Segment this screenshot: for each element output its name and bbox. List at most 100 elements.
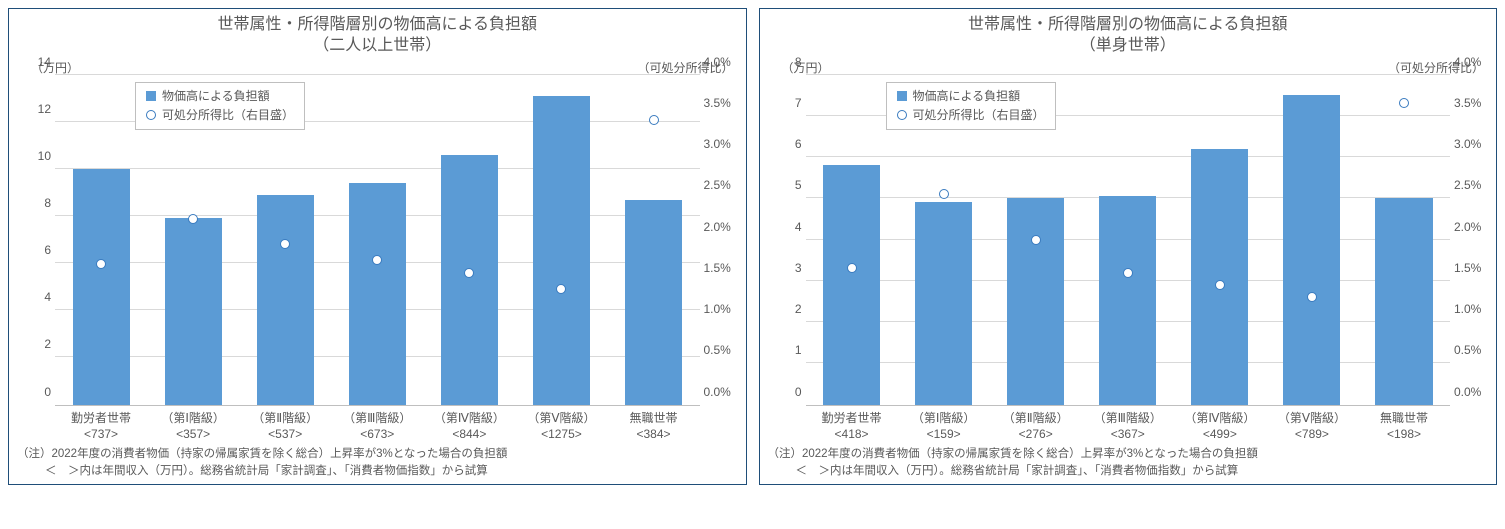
x-axis-right: 勤労者世帯<418>（第Ⅰ階級）<159>（第Ⅱ階級）<276>（第Ⅲ階級）<3… — [806, 406, 1451, 442]
y-tick-label: 3 — [795, 261, 802, 275]
bar-slot — [515, 76, 607, 405]
category-sublabel: <789> — [1266, 426, 1358, 442]
category-label: （第Ⅴ階級） — [527, 411, 595, 425]
x-tick-label: （第Ⅴ階級）<1275> — [515, 406, 607, 442]
ratio-marker — [1031, 235, 1041, 245]
category-label: （第Ⅳ階級） — [434, 411, 505, 425]
bar-slot — [1174, 76, 1266, 405]
x-tick-label: 無職世帯<198> — [1358, 406, 1450, 442]
category-sublabel: <418> — [806, 426, 898, 442]
bar — [625, 200, 682, 405]
category-sublabel: <198> — [1358, 426, 1450, 442]
category-sublabel: <1275> — [515, 426, 607, 442]
bar — [1283, 95, 1340, 404]
category-sublabel: <499> — [1174, 426, 1266, 442]
y-tick-label: 4 — [795, 220, 802, 234]
ratio-marker — [556, 284, 566, 294]
category-label: （第Ⅲ階級） — [343, 411, 411, 425]
x-tick-label: （第Ⅱ階級）<276> — [990, 406, 1082, 442]
y-tick-label: 1 — [795, 343, 802, 357]
category-sublabel: <159> — [898, 426, 990, 442]
ratio-marker — [1215, 280, 1225, 290]
category-sublabel: <384> — [607, 426, 699, 442]
chart-area-right: 012345678 物価高による負担額 可処分所得比（右目盛） 0.0%0.5%… — [766, 76, 1491, 406]
ratio-marker — [649, 115, 659, 125]
bar — [73, 169, 130, 405]
page: 世帯属性・所得階層別の物価高による負担額 （二人以上世帯） （万円） （可処分所… — [8, 8, 1497, 485]
legend-right: 物価高による負担額 可処分所得比（右目盛） — [886, 82, 1056, 130]
category-label: 勤労者世帯 — [822, 411, 882, 425]
legend-swatch-bar — [146, 91, 156, 101]
category-label: （第Ⅱ階級） — [252, 411, 318, 425]
category-label: （第Ⅲ階級） — [1094, 411, 1162, 425]
y-tick-label: 2.5% — [704, 178, 731, 192]
chart-panel-left: 世帯属性・所得階層別の物価高による負担額 （二人以上世帯） （万円） （可処分所… — [8, 8, 747, 485]
ratio-marker — [372, 255, 382, 265]
notes-left: （注）2022年度の消費者物価（持家の帰属家賃を除く総合）上昇率が3%となった場… — [15, 442, 740, 483]
legend-swatch-bar — [897, 91, 907, 101]
x-axis-left: 勤労者世帯<737>（第Ⅰ階級）<357>（第Ⅱ階級）<537>（第Ⅲ階級）<6… — [55, 406, 700, 442]
x-tick-label: 勤労者世帯<737> — [55, 406, 147, 442]
y-axis-left: 02468101214 — [15, 76, 55, 406]
ratio-marker — [847, 263, 857, 273]
bar-slot — [331, 76, 423, 405]
category-sublabel: <673> — [331, 426, 423, 442]
x-tick-label: （第Ⅲ階級）<673> — [331, 406, 423, 442]
bar — [1375, 198, 1432, 404]
y-axis-right: 0.0%0.5%1.0%1.5%2.0%2.5%3.0%3.5%4.0% — [1450, 76, 1490, 406]
bar-slot — [1266, 76, 1358, 405]
legend-label: 物価高による負担額 — [913, 87, 1021, 106]
category-label: 勤労者世帯 — [71, 411, 131, 425]
y-tick-label: 7 — [795, 96, 802, 110]
y-tick-label: 0.0% — [1454, 385, 1481, 399]
plot-right: 物価高による負担額 可処分所得比（右目盛） — [806, 76, 1451, 406]
bar — [349, 183, 406, 405]
ratio-marker — [96, 259, 106, 269]
legend-left: 物価高による負担額 可処分所得比（右目盛） — [135, 82, 305, 130]
y-tick-label: 4.0% — [704, 55, 731, 69]
y-tick-label: 5 — [795, 178, 802, 192]
chart-title-left: 世帯属性・所得階層別の物価高による負担額 （二人以上世帯） — [15, 15, 740, 57]
legend-label: 可処分所得比（右目盛） — [162, 106, 294, 125]
y-tick-label: 1.5% — [704, 261, 731, 275]
category-label: （第Ⅰ階級） — [161, 411, 225, 425]
x-tick-label: （第Ⅴ階級）<789> — [1266, 406, 1358, 442]
bar — [165, 218, 222, 404]
legend-row: 物価高による負担額 — [897, 87, 1045, 106]
y-tick-label: 0.0% — [704, 385, 731, 399]
bar-slot — [1082, 76, 1174, 405]
bar — [823, 165, 880, 404]
ratio-marker — [939, 189, 949, 199]
y-tick-label: 6 — [44, 243, 51, 257]
title-line: （二人以上世帯） — [313, 37, 441, 54]
y-tick-label: 3.5% — [704, 96, 731, 110]
category-sublabel: <737> — [55, 426, 147, 442]
y-tick-label: 0 — [44, 385, 51, 399]
ratio-marker — [188, 214, 198, 224]
y-tick-label: 1.0% — [1454, 302, 1481, 316]
chart-area-left: 02468101214 物価高による負担額 可処分所得比（右目盛） 0.0%0.… — [15, 76, 740, 406]
y-tick-label: 2.0% — [704, 220, 731, 234]
legend-label: 物価高による負担額 — [162, 87, 270, 106]
y-tick-label: 0.5% — [704, 343, 731, 357]
category-label: （第Ⅱ階級） — [1003, 411, 1069, 425]
ratio-marker — [1307, 292, 1317, 302]
y-tick-label: 1.0% — [704, 302, 731, 316]
y-tick-label: 2 — [44, 337, 51, 351]
note-line: （注）2022年度の消費者物価（持家の帰属家賃を除く総合）上昇率が3%となった場… — [768, 446, 1489, 463]
legend-swatch-dot — [897, 110, 907, 120]
legend-row: 物価高による負担額 — [146, 87, 294, 106]
y-tick-label: 12 — [38, 102, 51, 116]
legend-row: 可処分所得比（右目盛） — [897, 106, 1045, 125]
y-tick-label: 2.0% — [1454, 220, 1481, 234]
notes-right: （注）2022年度の消費者物価（持家の帰属家賃を除く総合）上昇率が3%となった場… — [766, 442, 1491, 483]
y-tick-label: 3.5% — [1454, 96, 1481, 110]
bar — [441, 155, 498, 405]
category-sublabel: <357> — [147, 426, 239, 442]
ratio-marker — [1399, 98, 1409, 108]
y-tick-label: 4 — [44, 290, 51, 304]
legend-label: 可処分所得比（右目盛） — [913, 106, 1045, 125]
title-line: 世帯属性・所得階層別の物価高による負担額 — [217, 16, 537, 33]
legend-row: 可処分所得比（右目盛） — [146, 106, 294, 125]
ratio-marker — [464, 268, 474, 278]
